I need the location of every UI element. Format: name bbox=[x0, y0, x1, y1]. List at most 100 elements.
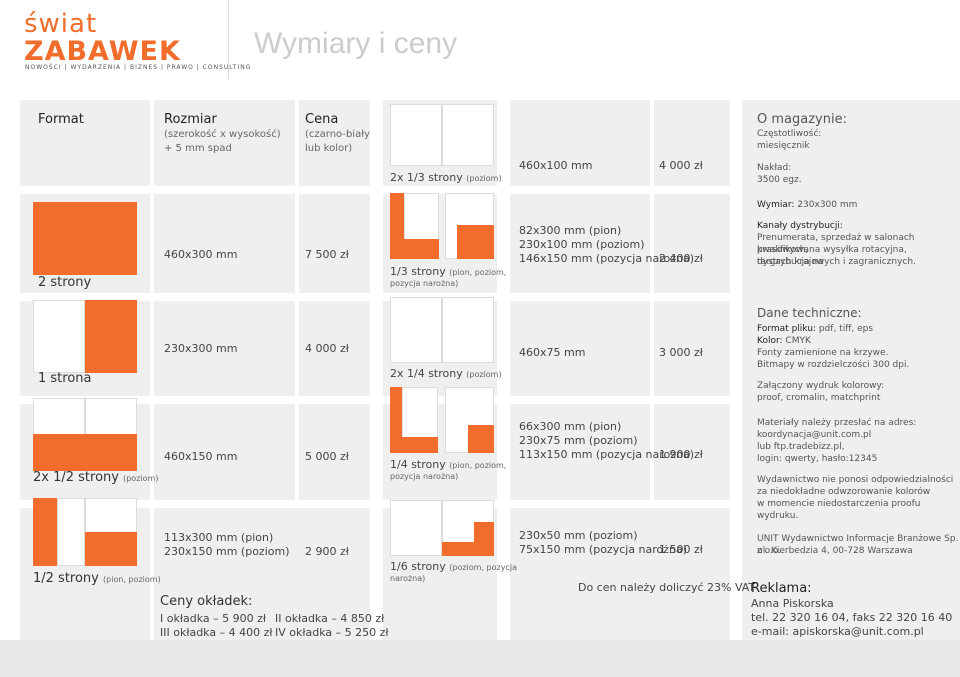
tech-color: Kolor: CMYK bbox=[757, 335, 811, 347]
price-2x-quarter: 3 000 zł bbox=[659, 346, 703, 359]
label-half: 1/2 strony (pion, poziom) bbox=[33, 571, 161, 588]
cover-title: Ceny okładek: bbox=[160, 594, 253, 609]
label-1-strona: 1 strona bbox=[38, 371, 92, 386]
thumb-2-strony bbox=[33, 202, 137, 275]
tech-file-value: pdf, tiff, eps bbox=[818, 324, 874, 334]
thumb-third bbox=[390, 193, 494, 266]
price-2x-third: 4 000 zł bbox=[659, 159, 703, 172]
label-third-text: 1/3 strony bbox=[390, 265, 446, 278]
tech-color-value: CMYK bbox=[785, 336, 811, 346]
tech-disc3: w momencie niedostarczenia proofu wydruk… bbox=[757, 499, 921, 522]
price-sixth: 1 500 zł bbox=[659, 543, 703, 556]
label-third-note: (pion, poziom, bbox=[449, 268, 507, 277]
label-quarter: 1/4 strony (pion, poziom, bbox=[390, 458, 506, 472]
label-sixth-note2: narożna) bbox=[390, 574, 426, 583]
tech-bitmaps: Bitmapy w rozdzielczości 300 dpi. bbox=[757, 360, 910, 370]
label-2x-half-note: (poziom) bbox=[123, 474, 159, 483]
right-panel bbox=[742, 100, 960, 640]
size-1-strona: 230x300 mm bbox=[164, 342, 238, 355]
row-gap bbox=[20, 500, 730, 508]
price-third: 2 400 zł bbox=[659, 252, 703, 265]
label-quarter-text: 1/4 strony bbox=[390, 458, 446, 471]
dim-value: 230x300 mm bbox=[797, 200, 858, 210]
contact-title: Reklama: bbox=[751, 581, 812, 596]
thumb-2x-third bbox=[390, 104, 494, 177]
size-quarter-3: 113x150 mm (pozycja narożna) bbox=[519, 448, 695, 461]
tech-disc2: za niedokładne odwzorowanie kolorów bbox=[757, 487, 931, 497]
vat-note: Do cen należy doliczyć 23% VAT bbox=[578, 581, 756, 594]
size-quarter-2: 230x75 mm (poziom) bbox=[519, 434, 638, 447]
label-sixth-text: 1/6 strony bbox=[390, 560, 446, 573]
label-sixth: 1/6 strony (poziom, pozycja bbox=[390, 560, 517, 574]
size-third-1: 82x300 mm (pion) bbox=[519, 224, 622, 237]
label-half-note: (pion, poziom) bbox=[103, 575, 161, 584]
tech-proof1: Załączony wydruk kolorowy: bbox=[757, 381, 885, 391]
thumb-2x-quarter bbox=[390, 297, 494, 370]
size-third-2: 230x100 mm (poziom) bbox=[519, 238, 645, 251]
label-2x-half-text: 2x 1/2 strony bbox=[33, 470, 119, 485]
price-half: 2 900 zł bbox=[305, 545, 349, 558]
dim-label: Wymiar: bbox=[757, 200, 795, 210]
tech-fonts: Fonty zamienione na krzywe. bbox=[757, 348, 889, 358]
size-sixth-1: 230x50 mm (poziom) bbox=[519, 529, 638, 542]
price-1-strona: 4 000 zł bbox=[305, 342, 349, 355]
row-gap bbox=[20, 186, 730, 194]
logo-tagline: NOWOŚCI | WYDARZENIA | BIZNES | PRAWO | … bbox=[25, 64, 252, 71]
label-2x-half: 2x 1/2 strony (poziom) bbox=[33, 470, 158, 487]
dim-line: Wymiar: 230x300 mm bbox=[757, 199, 857, 211]
size-sixth-2: 75x150 mm (pozycja narożna) bbox=[519, 543, 688, 556]
page-title: Wymiary i ceny bbox=[254, 27, 458, 60]
label-2x-quarter: 2x 1/4 strony (poziom) bbox=[390, 367, 502, 381]
label-third-note2: pozycja narożna) bbox=[390, 279, 459, 288]
freq-value: miesięcznik bbox=[757, 141, 810, 151]
price-2x-half: 5 000 zł bbox=[305, 450, 349, 463]
magazine-title: O magazynie: bbox=[757, 112, 847, 127]
label-2-strony: 2 strony bbox=[38, 275, 92, 290]
label-half-text: 1/2 strony bbox=[33, 571, 99, 586]
header-size-note: (szerokość x wysokość) bbox=[164, 129, 281, 140]
size-2x-half: 460x150 mm bbox=[164, 450, 238, 463]
thumb-1-strona bbox=[33, 300, 137, 373]
dist-label: Kanały dystrybucji: bbox=[757, 221, 843, 231]
tech-disc1: Wydawnictwo nie ponosi odpowiedzialności bbox=[757, 475, 954, 485]
label-2x-third-note: (poziom) bbox=[466, 174, 502, 183]
label-quarter-note: (pion, poziom, bbox=[449, 461, 507, 470]
size-2-strony: 460x300 mm bbox=[164, 248, 238, 261]
label-2x-third-text: 2x 1/3 strony bbox=[390, 171, 463, 184]
col-gap bbox=[650, 100, 654, 508]
dist-1: Prenumerata, sprzedaż w salonach prasowy… bbox=[757, 233, 915, 256]
cover-4: IV okładka – 5 250 zł bbox=[275, 626, 389, 639]
tech-send3[interactable]: lub ftp.tradebizz.pl, bbox=[757, 442, 845, 452]
label-2x-third: 2x 1/3 strony (poziom) bbox=[390, 171, 502, 185]
header-price-note2: lub kolor) bbox=[305, 143, 353, 154]
header-price: Cena bbox=[305, 112, 339, 127]
thumb-half bbox=[33, 498, 137, 571]
thumb-sixth bbox=[390, 500, 494, 573]
contact-email[interactable]: e-mail: apiskorska@unit.com.pl bbox=[751, 625, 924, 638]
label-2x-quarter-note: (poziom) bbox=[466, 370, 502, 379]
tech-file: Format pliku: pdf, tiff, eps bbox=[757, 323, 873, 335]
publisher-name: UNIT Wydawnictwo Informacje Branżowe Sp.… bbox=[757, 534, 959, 557]
price-2-strony: 7 500 zł bbox=[305, 248, 349, 261]
tech-color-label: Kolor: bbox=[757, 336, 783, 346]
freq-label: Częstotliwość: bbox=[757, 129, 822, 139]
col-gap bbox=[150, 100, 154, 640]
footer-bar bbox=[0, 640, 960, 677]
thumb-2x-half bbox=[33, 398, 137, 471]
thumb-quarter bbox=[390, 387, 494, 460]
row-gap bbox=[20, 396, 730, 404]
label-sixth-note: (poziom, pozycja bbox=[449, 563, 517, 572]
tech-file-label: Format pliku: bbox=[757, 324, 816, 334]
size-half-1: 113x300 mm (pion) bbox=[164, 531, 274, 544]
header-size: Rozmiar bbox=[164, 112, 217, 127]
row-gap bbox=[20, 293, 730, 301]
tech-send1: Materiały należy przesłać na adres: bbox=[757, 418, 917, 428]
size-quarter-1: 66x300 mm (pion) bbox=[519, 420, 622, 433]
tech-send2[interactable]: koordynacja@unit.com.pl bbox=[757, 430, 872, 440]
logo-swiat: świat bbox=[24, 9, 98, 39]
tech-send4: login: qwerty, hasło:12345 bbox=[757, 454, 878, 464]
dist-3: targach krajowych i zagranicznych. bbox=[757, 257, 916, 267]
label-quarter-note2: pozycja narożna) bbox=[390, 472, 459, 481]
contact-person: Anna Piskorska bbox=[751, 597, 834, 610]
label-2x-quarter-text: 2x 1/4 strony bbox=[390, 367, 463, 380]
